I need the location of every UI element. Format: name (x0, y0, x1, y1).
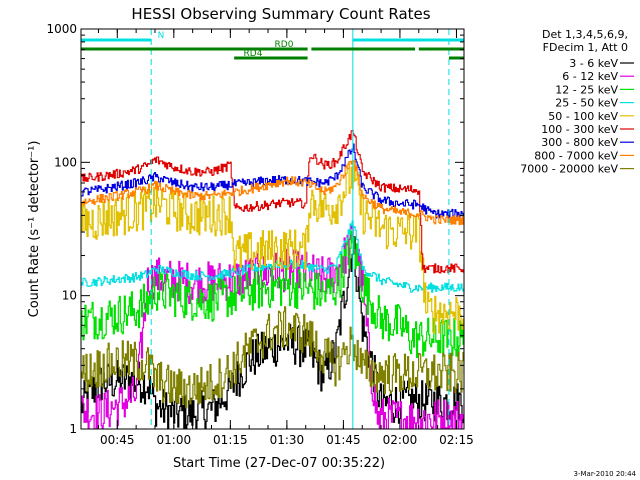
y-tick-label: 1000 (46, 22, 77, 36)
legend-label: 300 - 800 keV (541, 136, 618, 149)
vertical-marker-layer (150, 29, 450, 429)
legend-label: 12 - 25 keV (555, 83, 618, 96)
legend-header-attenuator: FDecim 1, Att 0 (543, 41, 628, 54)
series-line-5 (81, 130, 464, 274)
y-tick-label: 1 (69, 422, 77, 436)
x-axis: 00:45 01:00 01:15 01:30 01:45 02:00 02:15 (97, 29, 474, 447)
y-axis-label: Count Rate (s⁻¹ detector⁻¹) (27, 141, 42, 318)
x-tick-label: 02:15 (439, 433, 474, 447)
status-bar-label: RD4 (244, 49, 263, 59)
legend-label: 3 - 6 keV (569, 57, 618, 70)
status-bar-label: RD0 (275, 40, 294, 50)
series-layer (81, 130, 464, 429)
legend-label: 7000 - 20000 keV (520, 163, 618, 176)
x-tick-label: 00:45 (100, 433, 135, 447)
legend-label: 800 - 7000 keV (534, 149, 618, 162)
legend-label: 6 - 12 keV (562, 70, 618, 83)
legend-label: 50 - 100 keV (548, 110, 618, 123)
x-tick-label: 01:15 (213, 433, 248, 447)
series-line-4 (81, 161, 464, 334)
legend-label: 100 - 300 keV (541, 123, 618, 136)
legend-header-detectors: Det 1,3,4,5,6,9, (542, 28, 628, 41)
legend: Det 1,3,4,5,6,9, FDecim 1, Att 0 3 - 6 k… (520, 28, 634, 176)
series-line-7 (81, 160, 464, 226)
status-bar-label: N (158, 31, 165, 41)
chart-title: HESSI Observing Summary Count Rates (131, 5, 430, 23)
legend-label: 25 - 50 keV (555, 97, 618, 110)
series-line-2 (81, 230, 464, 359)
x-tick-label: 01:30 (270, 433, 305, 447)
date-stamp: 3-Mar-2010 20:44 (574, 470, 637, 478)
plot-frame (80, 28, 465, 430)
y-axis: 1 10 100 1000 (46, 22, 464, 436)
x-axis-label: Start Time (27-Dec-07 00:35:22) (173, 456, 385, 471)
series-line-8 (81, 306, 464, 409)
y-tick-label: 10 (62, 289, 77, 303)
x-tick-label: 01:45 (326, 433, 361, 447)
series-line-0 (81, 236, 464, 429)
x-tick-label: 02:00 (383, 433, 418, 447)
status-bar-layer: N RD0 RD4 (81, 31, 464, 60)
x-tick-label: 01:00 (157, 433, 192, 447)
series-line-6 (81, 143, 464, 219)
y-tick-label: 100 (54, 155, 77, 169)
